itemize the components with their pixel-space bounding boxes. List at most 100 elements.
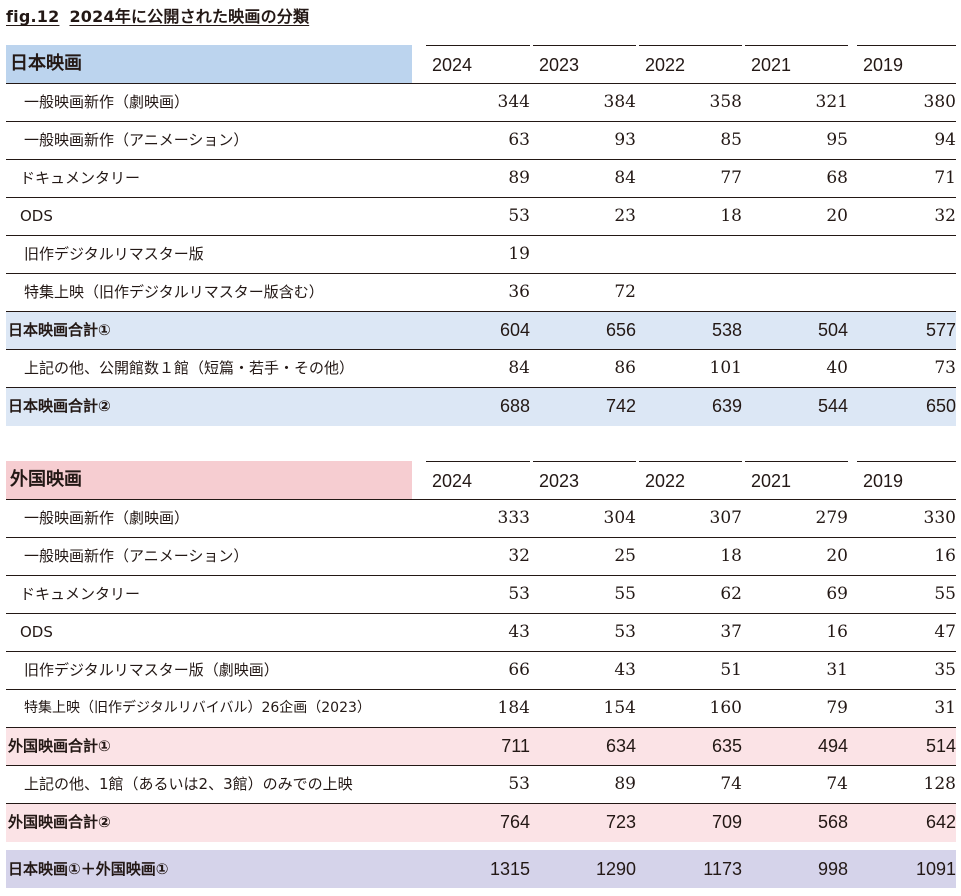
table-cell: 1315 [489, 859, 530, 879]
figure-number: fig.12 [6, 7, 60, 26]
year-header: 2022 [639, 45, 742, 83]
row-label: 外国映画合計① [8, 737, 111, 755]
table-cell: 568 [817, 812, 848, 832]
row-label: 上記の他、1館（あるいは2、3館）のみでの上映 [24, 775, 353, 793]
table-row: ドキュメンタリー 89 84 77 68 71 [6, 160, 956, 198]
table-cell [639, 236, 742, 273]
table-row: ドキュメンタリー 53 55 62 69 55 [6, 576, 956, 614]
table-row: ODS 43 53 37 16 47 [6, 614, 956, 652]
table-cell: 23 [614, 206, 636, 226]
table-cell: 160 [709, 698, 742, 718]
table-cell: 66 [508, 660, 530, 680]
table-cell: 358 [709, 92, 742, 112]
table-cell: 43 [508, 622, 530, 642]
table-cell: 279 [815, 508, 848, 528]
table-cell: 514 [925, 736, 956, 756]
table-row: 旧作デジタルリマスター版（劇映画） 66 43 51 31 35 [6, 652, 956, 690]
table-cell: 84 [508, 358, 530, 378]
row-label: 一般映画新作（劇映画） [24, 509, 190, 527]
table-cell: 184 [497, 698, 530, 718]
table-cell: 307 [709, 508, 742, 528]
table-cell [745, 236, 848, 273]
japanese-films-table: 日本映画 2024 2023 2022 2021 2019 一般映画新作（劇映画… [6, 45, 956, 426]
row-label: 日本映画合計① [8, 321, 111, 339]
table-cell: 504 [817, 320, 848, 340]
table-cell: 16 [934, 546, 956, 566]
table-cell [533, 236, 636, 273]
figure-caption: 2024年に公開された映画の分類 [69, 7, 310, 26]
table-cell: 384 [603, 92, 636, 112]
table-cell: 79 [826, 698, 848, 718]
table-cell: 128 [923, 774, 956, 794]
row-label: 上記の他、公開館数１館（短篇・若手・その他） [24, 359, 355, 377]
table-cell: 18 [720, 546, 742, 566]
table-row: ODS 53 23 18 20 32 [6, 198, 956, 236]
table-cell: 20 [826, 546, 848, 566]
row-label: ODS [20, 623, 53, 641]
table-cell: 154 [603, 698, 636, 718]
table-cell: 16 [826, 622, 848, 642]
subtotal-row: 日本映画合計① 604 656 538 504 577 [6, 312, 956, 350]
table-cell: 101 [709, 358, 742, 378]
table-cell: 25 [614, 546, 636, 566]
table-cell: 723 [605, 812, 636, 832]
table-cell: 73 [934, 358, 956, 378]
table-cell: 642 [925, 812, 956, 832]
table-cell: 742 [605, 396, 636, 416]
table-cell: 51 [720, 660, 742, 680]
table-cell: 333 [497, 508, 530, 528]
section-heading: 日本映画 [6, 45, 412, 83]
table-row: 特集上映（旧作デジタルリマスター版含む） 36 72 [6, 274, 956, 312]
table-cell: 94 [934, 130, 956, 150]
table-cell: 19 [508, 244, 530, 264]
table-cell: 53 [508, 584, 530, 604]
table-cell: 43 [614, 660, 636, 680]
table-cell: 89 [508, 168, 530, 188]
grand-total-row: 日本映画①＋外国映画① 1315 1290 1173 998 1091 [6, 850, 956, 888]
table-cell: 40 [826, 358, 848, 378]
table-cell: 68 [826, 168, 848, 188]
table-cell: 344 [497, 92, 530, 112]
table-cell: 55 [934, 584, 956, 604]
table-cell: 544 [817, 396, 848, 416]
table-cell: 62 [720, 584, 742, 604]
year-header: 2022 [639, 461, 742, 499]
table-cell: 32 [508, 546, 530, 566]
table-cell: 764 [499, 812, 530, 832]
table-cell: 20 [826, 206, 848, 226]
table-header-row: 外国映画 2024 2023 2022 2021 2019 [6, 461, 956, 500]
table-cell: 53 [508, 206, 530, 226]
table-cell [639, 274, 742, 311]
table-row: 上記の他、1館（あるいは2、3館）のみでの上映 53 89 74 74 128 [6, 766, 956, 804]
table-cell: 538 [711, 320, 742, 340]
table-header-row: 日本映画 2024 2023 2022 2021 2019 [6, 45, 956, 84]
table-cell: 74 [826, 774, 848, 794]
year-header: 2024 [426, 461, 530, 499]
table-cell: 95 [826, 130, 848, 150]
table-cell: 321 [815, 92, 848, 112]
subtotal-row: 外国映画合計① 711 634 635 494 514 [6, 728, 956, 766]
table-cell: 709 [711, 812, 742, 832]
table-row: 一般映画新作（劇映画） 344 384 358 321 380 [6, 84, 956, 122]
table-cell: 380 [923, 92, 956, 112]
table-cell: 86 [614, 358, 636, 378]
table-cell: 89 [614, 774, 636, 794]
figure-title: fig.12 2024年に公開された映画の分類 [6, 6, 309, 28]
year-header: 2019 [857, 45, 956, 83]
table-cell: 47 [934, 622, 956, 642]
table-cell: 635 [711, 736, 742, 756]
table-cell: 656 [605, 320, 636, 340]
table-cell: 639 [711, 396, 742, 416]
table-cell [857, 236, 956, 273]
table-cell: 55 [614, 584, 636, 604]
table-cell: 634 [605, 736, 636, 756]
row-label: 外国映画合計② [8, 813, 111, 831]
table-cell: 304 [603, 508, 636, 528]
table-cell: 35 [934, 660, 956, 680]
table-cell: 1091 [915, 859, 956, 879]
table-cell: 604 [499, 320, 530, 340]
table-row: 特集上映（旧作デジタルリバイバル）26企画（2023） 184 154 160 … [6, 690, 956, 728]
total-row: 日本映画合計② 688 742 639 544 650 [6, 388, 956, 426]
table-cell: 69 [826, 584, 848, 604]
table-cell: 72 [614, 282, 636, 302]
